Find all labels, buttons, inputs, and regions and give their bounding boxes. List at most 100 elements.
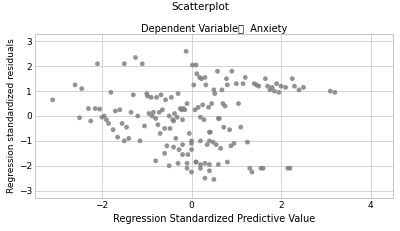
Point xyxy=(179,153,186,156)
Point xyxy=(128,110,134,114)
Point xyxy=(157,132,163,135)
Point xyxy=(206,163,213,166)
Point xyxy=(78,87,85,91)
Point xyxy=(88,119,94,123)
Point xyxy=(175,161,181,165)
Point xyxy=(251,82,258,85)
Point xyxy=(220,125,227,129)
Point xyxy=(177,107,184,110)
Point xyxy=(188,142,195,145)
Point xyxy=(205,105,212,109)
Point xyxy=(159,108,166,112)
Point xyxy=(162,98,169,102)
Point xyxy=(204,143,210,146)
Point xyxy=(244,140,251,144)
Point xyxy=(173,137,179,140)
Point xyxy=(224,83,230,87)
Point xyxy=(152,117,159,120)
Point xyxy=(180,107,187,110)
Point xyxy=(196,76,203,79)
Point xyxy=(202,161,208,165)
Point xyxy=(229,69,235,73)
Point xyxy=(211,178,217,181)
Point xyxy=(110,128,116,131)
Point xyxy=(150,110,157,114)
Point xyxy=(296,88,302,92)
Y-axis label: Regression standardized residuals: Regression standardized residuals xyxy=(7,39,16,193)
Point xyxy=(166,114,172,118)
Point xyxy=(182,108,188,112)
Point xyxy=(162,152,168,155)
Point xyxy=(249,170,255,174)
Point xyxy=(201,118,207,122)
Point xyxy=(149,114,155,118)
Point xyxy=(223,77,230,81)
Point xyxy=(99,116,105,119)
Point xyxy=(184,161,190,165)
Point xyxy=(238,125,244,129)
Point xyxy=(121,62,128,66)
Point xyxy=(271,89,278,93)
Point xyxy=(219,88,225,92)
Point xyxy=(170,145,177,149)
Point xyxy=(276,91,282,94)
Point xyxy=(202,176,208,180)
Point xyxy=(178,108,185,112)
Point xyxy=(139,62,146,66)
Point xyxy=(148,95,154,99)
Point xyxy=(144,92,150,95)
Point xyxy=(146,112,152,115)
Point xyxy=(195,105,202,109)
Point xyxy=(101,114,107,118)
Point xyxy=(287,166,293,170)
Point xyxy=(94,62,101,66)
Point xyxy=(114,135,121,139)
Point xyxy=(210,140,216,144)
Point xyxy=(174,116,180,119)
Point xyxy=(253,83,260,87)
Point xyxy=(141,124,148,128)
Point xyxy=(167,127,173,130)
Point xyxy=(228,144,234,148)
Point xyxy=(218,146,224,150)
Point xyxy=(179,118,186,122)
Title: Dependent Variable：  Anxiety: Dependent Variable： Anxiety xyxy=(141,24,287,34)
Point xyxy=(202,76,208,79)
Point xyxy=(117,108,123,112)
Point xyxy=(262,77,269,81)
Point xyxy=(264,84,271,88)
Point xyxy=(197,116,204,119)
Point xyxy=(193,160,199,164)
Point xyxy=(300,85,307,89)
Point xyxy=(123,125,130,129)
Point xyxy=(327,89,334,93)
Point xyxy=(121,139,128,143)
Point xyxy=(164,144,170,148)
Point xyxy=(200,103,206,107)
Point xyxy=(224,160,230,164)
Point xyxy=(215,163,222,166)
Point xyxy=(197,163,204,166)
Point xyxy=(176,148,182,152)
Point xyxy=(256,84,262,88)
Point xyxy=(175,92,181,95)
Point xyxy=(246,166,253,170)
Point xyxy=(260,166,266,170)
Point xyxy=(285,166,291,170)
Point xyxy=(213,143,219,146)
Point xyxy=(188,170,195,174)
Point xyxy=(282,85,289,89)
X-axis label: Regression Standardized Predictive Value: Regression Standardized Predictive Value xyxy=(113,214,315,224)
Point xyxy=(206,139,213,143)
Point xyxy=(134,114,141,118)
Point xyxy=(188,148,195,152)
Point xyxy=(214,69,221,73)
Point xyxy=(96,107,103,111)
Point xyxy=(207,130,214,134)
Point xyxy=(156,110,162,114)
Point xyxy=(289,77,296,81)
Point xyxy=(152,159,159,163)
Point xyxy=(130,93,136,97)
Point xyxy=(108,91,114,94)
Point xyxy=(194,72,200,76)
